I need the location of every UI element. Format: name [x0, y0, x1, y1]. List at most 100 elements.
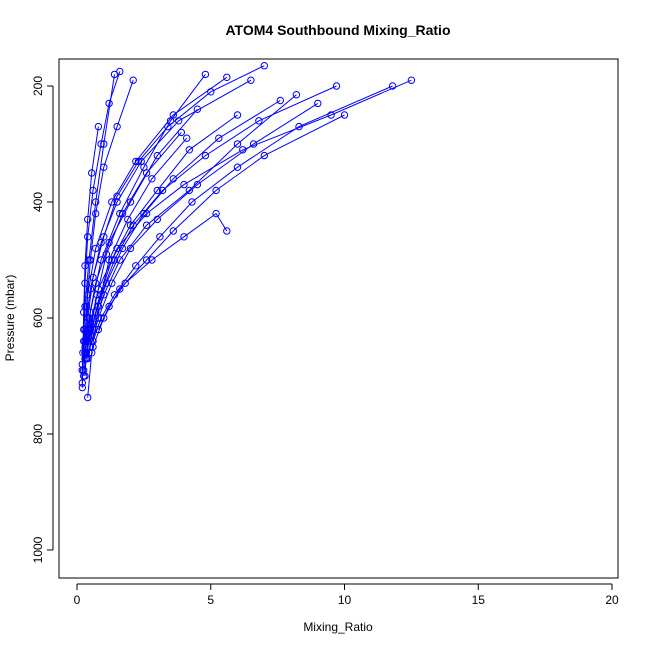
data-point: [92, 209, 100, 218]
series-line: [84, 108, 198, 353]
data-point: [84, 233, 92, 241]
y-tick-label: 400: [31, 192, 45, 212]
data-point: [207, 88, 215, 96]
data-point: [88, 349, 96, 357]
data-point: [188, 198, 196, 206]
series-16: [78, 122, 103, 392]
data-point: [142, 256, 151, 264]
data-point: [116, 285, 124, 293]
data-point: [183, 134, 191, 142]
data-point: [86, 256, 95, 264]
data-point: [276, 96, 284, 105]
series-line: [85, 132, 182, 359]
data-point: [97, 291, 105, 299]
series-15: [81, 111, 242, 363]
data-point: [100, 163, 108, 171]
data-point: [223, 73, 231, 82]
data-point: [175, 117, 183, 125]
data-point: [129, 76, 137, 84]
data-point: [84, 314, 92, 322]
x-tick-label: 20: [605, 593, 619, 607]
data-point: [105, 256, 113, 264]
series-line: [84, 74, 206, 377]
data-point: [156, 233, 164, 241]
data-point: [110, 291, 119, 299]
data-point: [113, 122, 121, 131]
data-point: [84, 215, 92, 224]
data-point: [185, 186, 194, 195]
data-point: [314, 99, 322, 108]
data-point: [212, 209, 220, 218]
data-point: [233, 140, 242, 148]
data-point: [153, 186, 162, 195]
data-point: [407, 76, 416, 84]
data-point: [142, 221, 151, 229]
data-point: [89, 273, 97, 282]
data-point: [84, 393, 92, 402]
data-point: [94, 302, 103, 311]
data-point: [82, 302, 91, 311]
data-point: [332, 82, 341, 90]
series-12: [80, 76, 137, 380]
series-line: [92, 114, 345, 348]
data-point: [193, 180, 202, 189]
data-point: [129, 221, 137, 229]
data-point: [158, 186, 167, 195]
data-point: [249, 140, 258, 148]
y-tick-label: 200: [31, 76, 45, 96]
x-tick-label: 0: [74, 593, 81, 607]
data-point: [260, 151, 268, 160]
data-point: [80, 308, 88, 316]
data-point: [201, 70, 210, 79]
series-line: [81, 79, 252, 365]
series-18: [82, 128, 186, 363]
data-point: [215, 134, 223, 142]
data-point: [102, 250, 111, 258]
data-point: [260, 61, 268, 70]
data-point: [169, 227, 178, 235]
axes-layer: 0 5 10 15 20 200 400 600 800 1000: [31, 76, 619, 607]
data-point: [86, 285, 95, 293]
data-point: [137, 157, 145, 166]
x-tick-label: 5: [207, 593, 214, 607]
series-8: [86, 99, 322, 351]
data-point: [212, 186, 220, 195]
data-point: [292, 91, 301, 99]
data-point: [81, 262, 89, 270]
series-17: [85, 82, 341, 357]
data-point: [388, 82, 397, 90]
series-2: [81, 70, 210, 380]
data-point: [153, 151, 162, 160]
y-tick-label: 1000: [31, 536, 45, 563]
data-point: [233, 111, 242, 119]
data-point: [97, 238, 105, 247]
data-point: [140, 209, 148, 218]
data-point: [177, 128, 186, 137]
data-point: [93, 291, 101, 299]
y-tick-label: 800: [31, 424, 45, 444]
data-point: [82, 354, 91, 363]
data-point: [247, 76, 255, 84]
data-point: [132, 262, 140, 270]
series-line: [87, 137, 188, 398]
data-point: [142, 169, 151, 177]
series-line: [81, 126, 99, 388]
y-axis-label: Pressure (mbar): [3, 275, 17, 362]
data-point: [105, 238, 113, 247]
data-point: [86, 325, 95, 334]
data-point: [118, 209, 127, 218]
series-line: [88, 85, 337, 353]
series-line: [97, 212, 228, 330]
series-line: [87, 94, 297, 359]
data-point: [169, 111, 178, 119]
y-tick-label: 600: [31, 308, 45, 328]
data-point: [126, 198, 135, 206]
data-point: [113, 198, 121, 206]
x-tick-label: 10: [338, 593, 352, 607]
data-point: [81, 325, 89, 334]
series-line: [83, 80, 134, 377]
series-line: [89, 102, 319, 348]
x-axis-label: Mixing_Ratio: [303, 620, 373, 634]
series-9: [89, 111, 349, 351]
